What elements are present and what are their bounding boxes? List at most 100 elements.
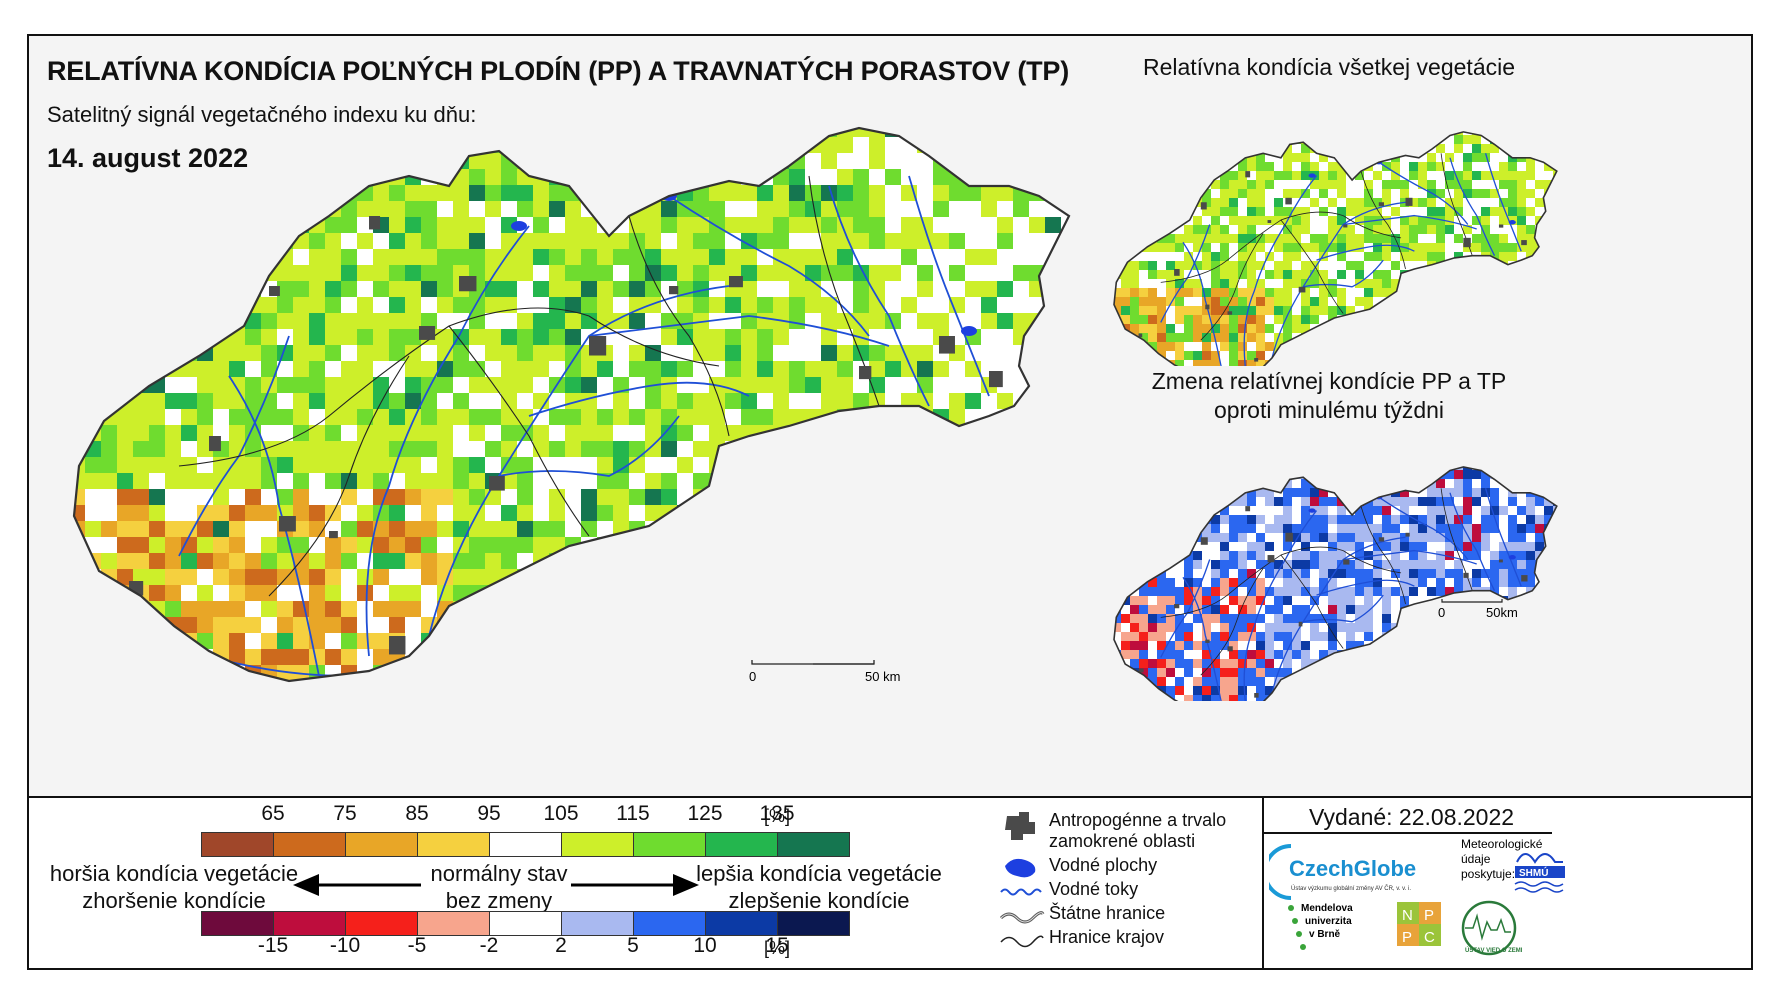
grid-cell <box>1229 198 1239 208</box>
grid-cell <box>1166 479 1176 489</box>
urban-area <box>1174 269 1180 276</box>
grid-cell <box>1202 488 1212 498</box>
grid-cell <box>1220 551 1230 561</box>
grid-cell <box>1184 288 1194 298</box>
grid-cell <box>325 665 342 681</box>
grid-cell <box>1114 524 1122 534</box>
grid-cell <box>1535 171 1545 181</box>
grid-cell <box>1445 542 1455 552</box>
grid-cell <box>1526 315 1536 325</box>
grid-cell <box>1526 234 1536 244</box>
grid-cell <box>1139 360 1149 366</box>
grid-cell <box>1418 279 1428 289</box>
grid-cell <box>757 265 774 282</box>
grid-cell <box>1553 623 1557 633</box>
grid-cell <box>981 329 998 346</box>
grid-cell <box>933 361 950 378</box>
grid-cell <box>1337 360 1347 366</box>
grid-cell <box>581 393 598 410</box>
grid-cell <box>421 537 438 554</box>
grid-cell <box>1238 162 1248 172</box>
grid-cell <box>1337 144 1347 154</box>
urban-area <box>369 216 381 230</box>
grid-cell <box>1094 171 1104 181</box>
grid-cell <box>1130 596 1140 606</box>
grid-cell <box>1292 641 1302 651</box>
grid-cell <box>645 345 662 362</box>
grid-cell <box>629 169 646 186</box>
grid-cell <box>1148 261 1158 271</box>
grid-cell <box>405 185 422 202</box>
grid-cell <box>1517 333 1527 343</box>
grid-cell <box>1328 533 1338 543</box>
grid-cell <box>469 361 486 378</box>
grid-cell <box>629 649 646 666</box>
grid-cell <box>1562 641 1572 651</box>
grid-cell <box>1400 333 1410 343</box>
grid-cell <box>1256 234 1266 244</box>
river-line <box>228 375 320 677</box>
grid-cell <box>74 617 86 634</box>
grid-cell <box>181 281 198 298</box>
grid-cell <box>1274 252 1284 262</box>
grid-cell <box>1382 650 1392 660</box>
grid-cell <box>74 329 86 346</box>
grid-cell <box>325 537 342 554</box>
grid-cell <box>741 233 758 250</box>
grid-cell <box>309 473 326 490</box>
grid-cell <box>501 361 518 378</box>
grid-cell <box>1337 135 1347 145</box>
grid-cell <box>1472 288 1482 298</box>
grid-cell <box>1130 650 1140 660</box>
grid-cell <box>1490 216 1500 226</box>
grid-cell <box>1319 198 1329 208</box>
grid-cell <box>1400 324 1410 334</box>
grid-cell <box>453 441 470 458</box>
grid-cell <box>1391 207 1401 217</box>
grid-cell <box>1499 533 1509 543</box>
grid-cell <box>85 313 102 330</box>
grid-cell <box>1013 553 1030 570</box>
grid-cell <box>357 169 374 186</box>
grid-cell <box>1373 533 1383 543</box>
grid-cell <box>1114 135 1122 145</box>
grid-cell <box>1139 641 1149 651</box>
grid-cell <box>1301 524 1311 534</box>
grid-cell <box>1283 297 1293 307</box>
grid-cell <box>597 489 614 506</box>
grid-cell <box>1310 234 1320 244</box>
grid-cell <box>1229 641 1239 651</box>
grid-cell <box>1391 270 1401 280</box>
grid-cell <box>709 361 726 378</box>
grid-cell <box>1544 234 1554 244</box>
grid-cell <box>533 457 550 474</box>
grid-cell <box>661 521 678 538</box>
grid-cell <box>1526 351 1536 361</box>
grid-cell <box>965 441 982 458</box>
grid-cell <box>101 393 118 410</box>
grid-cell <box>933 601 950 618</box>
grid-cell <box>581 169 598 186</box>
grid-cell <box>933 169 950 186</box>
grid-cell <box>245 153 262 170</box>
grid-cell <box>1283 333 1293 343</box>
grid-cell <box>1202 542 1212 552</box>
grid-cell <box>565 521 582 538</box>
grid-cell <box>1445 207 1455 217</box>
grid-cell <box>1427 315 1437 325</box>
grid-cell <box>1481 153 1491 163</box>
grid-cell <box>773 489 790 506</box>
grid-cell <box>1427 198 1437 208</box>
grid-cell <box>1526 216 1536 226</box>
grid-cell <box>901 249 918 266</box>
grid-cell <box>117 665 134 681</box>
grid-cell <box>1301 497 1311 507</box>
grid-cell <box>1409 497 1419 507</box>
grid-cell <box>1184 351 1194 361</box>
grid-cell <box>469 569 486 586</box>
grid-cell <box>709 233 726 250</box>
grid-cell <box>277 409 294 426</box>
grid-cell <box>325 137 342 154</box>
grid-cell <box>1364 479 1374 489</box>
grid-cell <box>789 457 806 474</box>
